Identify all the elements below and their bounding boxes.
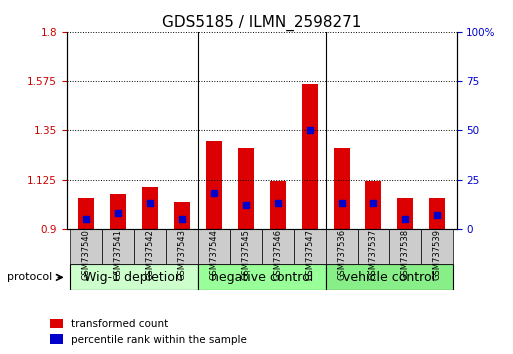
- Text: GSM737544: GSM737544: [209, 229, 218, 280]
- Bar: [78, 198, 94, 229]
- Text: GSM737542: GSM737542: [145, 229, 154, 280]
- Bar: [333, 148, 349, 229]
- Bar: [102, 229, 134, 264]
- Text: GSM737537: GSM737537: [369, 229, 378, 280]
- Bar: [198, 264, 326, 290]
- Bar: [206, 141, 222, 229]
- Bar: [358, 229, 389, 264]
- Bar: [70, 229, 102, 264]
- Bar: [238, 148, 253, 229]
- Text: GSM737541: GSM737541: [113, 229, 122, 280]
- Bar: [198, 229, 230, 264]
- Bar: [389, 229, 421, 264]
- Title: GDS5185 / ILMN_2598271: GDS5185 / ILMN_2598271: [162, 14, 361, 30]
- Text: GSM737538: GSM737538: [401, 229, 410, 280]
- Text: GSM737539: GSM737539: [433, 229, 442, 280]
- Text: negative control: negative control: [210, 271, 313, 284]
- Text: GSM737546: GSM737546: [273, 229, 282, 280]
- Bar: [398, 198, 413, 229]
- Text: GSM737543: GSM737543: [177, 229, 186, 280]
- Bar: [166, 229, 198, 264]
- Text: protocol: protocol: [7, 272, 52, 282]
- Legend: transformed count, percentile rank within the sample: transformed count, percentile rank withi…: [46, 315, 251, 349]
- Text: GSM737547: GSM737547: [305, 229, 314, 280]
- Text: GSM737540: GSM737540: [82, 229, 90, 280]
- Bar: [326, 264, 453, 290]
- Bar: [262, 229, 293, 264]
- Bar: [421, 229, 453, 264]
- Bar: [365, 181, 382, 229]
- Bar: [293, 229, 326, 264]
- Bar: [110, 194, 126, 229]
- Bar: [302, 84, 318, 229]
- Bar: [270, 181, 286, 229]
- Bar: [429, 198, 445, 229]
- Bar: [134, 229, 166, 264]
- Bar: [174, 202, 190, 229]
- Text: GSM737545: GSM737545: [241, 229, 250, 280]
- Bar: [70, 264, 198, 290]
- Bar: [142, 187, 158, 229]
- Text: vehicle control: vehicle control: [343, 271, 436, 284]
- Bar: [230, 229, 262, 264]
- Text: GSM737536: GSM737536: [337, 229, 346, 280]
- Text: Wig-1 depletion: Wig-1 depletion: [85, 271, 183, 284]
- Bar: [326, 229, 358, 264]
